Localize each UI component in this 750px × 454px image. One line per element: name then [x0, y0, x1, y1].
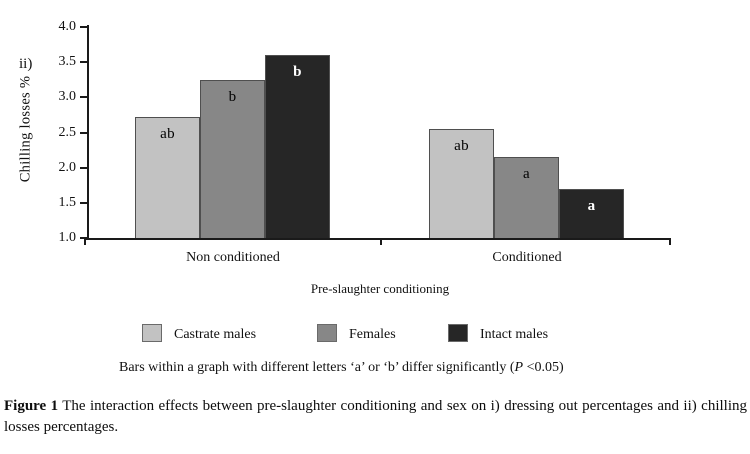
- y-tick-mark: [80, 237, 87, 239]
- legend-label-females: Females: [349, 327, 396, 342]
- bar-significance-label: b: [293, 64, 302, 81]
- bar-intact-males-non-conditioned: [265, 55, 330, 239]
- legend-label-castrate-males: Castrate males: [174, 327, 257, 342]
- x-tick-mark: [380, 238, 382, 245]
- bar-significance-label: a: [523, 166, 530, 183]
- legend-item-castrate-males: Castrate males: [142, 324, 256, 344]
- chilling-losses-bar-chart: ii) Chilling losses % 4.0 3.5 3.0 2.5 2.0 1.5…: [17, 19, 671, 296]
- bar-significance-label: b: [228, 88, 237, 105]
- legend-label-intact-males: Intact males: [480, 327, 549, 342]
- y-tick-mark: [80, 96, 87, 99]
- note-text: Bars within a graph with different lette…: [119, 360, 515, 375]
- note-suffix: <0.05): [523, 360, 564, 375]
- y-tick-label-3.0: 3.0: [58, 89, 77, 105]
- x-tick-mark: [669, 238, 671, 245]
- y-axis-title: Chilling losses %: [17, 75, 34, 183]
- legend-swatch-castrate-males: [142, 324, 162, 342]
- bar-significance-label: ab: [454, 137, 469, 154]
- bar-intact-males-conditioned: [559, 188, 624, 239]
- y-tick-label-2.5: 2.5: [58, 124, 77, 140]
- y-tick-mark: [80, 26, 87, 28]
- y-tick-mark: [80, 201, 87, 204]
- y-axis-line: [87, 25, 89, 240]
- legend-item-females: Females: [317, 324, 396, 344]
- category-label-conditioned: Conditioned: [492, 250, 562, 265]
- figure-caption: Figure 1 The interaction effects between…: [4, 396, 747, 437]
- legend-swatch-females: [317, 324, 337, 342]
- y-tick-label-2.0: 2.0: [58, 159, 77, 175]
- legend-swatch-intact-males: [448, 324, 468, 342]
- note-p-italic: P: [514, 360, 524, 375]
- bar-castrate-males-non-conditioned: [135, 117, 200, 239]
- figure-caption-label: Figure 1: [4, 398, 59, 414]
- panel-label: ii): [19, 56, 33, 72]
- bar-females-non-conditioned: [200, 79, 265, 239]
- x-axis-title: Pre-slaughter conditioning: [310, 281, 450, 296]
- figure-caption-text: The interaction effects between pre-slau…: [4, 398, 747, 435]
- legend-item-intact-males: Intact males: [448, 324, 548, 344]
- y-tick-label-1.5: 1.5: [58, 194, 77, 210]
- bar-significance-label: a: [587, 197, 596, 214]
- bar-females-conditioned: [494, 157, 559, 239]
- y-tick-label-1.0: 1.0: [58, 230, 77, 245]
- y-tick-label-4.0: 4.0: [58, 19, 77, 34]
- category-label-non-conditioned: Non conditioned: [186, 250, 280, 265]
- bar-castrate-males-conditioned: [429, 128, 494, 239]
- bar-significance-label: ab: [160, 126, 175, 143]
- significance-note: Bars within a graph with different lette…: [119, 360, 564, 376]
- y-tick-mark: [80, 61, 87, 64]
- x-tick-mark: [84, 238, 86, 245]
- y-tick-mark: [80, 131, 87, 134]
- y-tick-label-3.5: 3.5: [58, 54, 77, 70]
- x-axis-line: [84, 238, 671, 240]
- y-tick-mark: [80, 166, 87, 169]
